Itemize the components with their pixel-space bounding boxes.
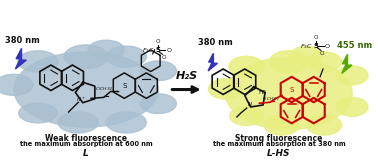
Text: 380 nm: 380 nm xyxy=(5,36,40,46)
Text: HS: HS xyxy=(259,90,266,95)
Polygon shape xyxy=(15,48,26,69)
Ellipse shape xyxy=(106,46,146,67)
Ellipse shape xyxy=(270,51,308,73)
Ellipse shape xyxy=(106,112,146,133)
Text: L-HS: L-HS xyxy=(267,149,291,158)
Ellipse shape xyxy=(88,40,124,59)
Ellipse shape xyxy=(18,51,58,72)
Text: $F_3C$: $F_3C$ xyxy=(142,46,155,55)
Text: O: O xyxy=(314,35,318,40)
Text: O: O xyxy=(161,55,166,60)
Ellipse shape xyxy=(229,107,263,125)
Text: the maximum absorption at 600 nm: the maximum absorption at 600 nm xyxy=(20,141,152,147)
Text: O: O xyxy=(325,44,330,49)
Ellipse shape xyxy=(0,74,33,95)
Text: $C(CH_3)_2$: $C(CH_3)_2$ xyxy=(95,86,113,93)
Ellipse shape xyxy=(225,58,352,129)
Text: $N^+$: $N^+$ xyxy=(76,95,86,104)
Text: 380 nm: 380 nm xyxy=(198,38,232,47)
Ellipse shape xyxy=(336,98,368,116)
Text: S: S xyxy=(290,87,294,93)
Ellipse shape xyxy=(140,61,177,81)
Ellipse shape xyxy=(229,56,264,77)
Ellipse shape xyxy=(140,94,177,114)
Ellipse shape xyxy=(14,52,158,127)
Text: Weak fluorescence: Weak fluorescence xyxy=(45,134,127,143)
Text: O: O xyxy=(166,48,171,53)
Ellipse shape xyxy=(307,52,342,72)
Text: S: S xyxy=(155,47,160,53)
Ellipse shape xyxy=(19,103,57,123)
Polygon shape xyxy=(342,54,352,73)
Polygon shape xyxy=(208,53,217,71)
Ellipse shape xyxy=(208,79,242,99)
Text: O: O xyxy=(320,51,324,56)
Text: $F_3C$: $F_3C$ xyxy=(301,42,313,51)
Text: the maximum absorption at 380 nm: the maximum absorption at 380 nm xyxy=(212,141,345,147)
Text: S: S xyxy=(314,43,319,49)
Ellipse shape xyxy=(264,115,299,135)
Text: O: O xyxy=(155,39,160,44)
Text: H₂S: H₂S xyxy=(175,71,198,81)
Text: $N$: $N$ xyxy=(246,100,253,108)
Ellipse shape xyxy=(64,45,108,68)
Text: 455 nm: 455 nm xyxy=(337,41,372,50)
Text: Strong fluorescence: Strong fluorescence xyxy=(235,134,323,143)
Ellipse shape xyxy=(58,112,98,133)
Text: S: S xyxy=(122,83,127,89)
Ellipse shape xyxy=(291,46,322,64)
Text: L: L xyxy=(83,149,89,158)
Ellipse shape xyxy=(307,115,342,135)
Ellipse shape xyxy=(336,66,368,85)
Text: $C(CH_3)_2$: $C(CH_3)_2$ xyxy=(262,96,280,103)
